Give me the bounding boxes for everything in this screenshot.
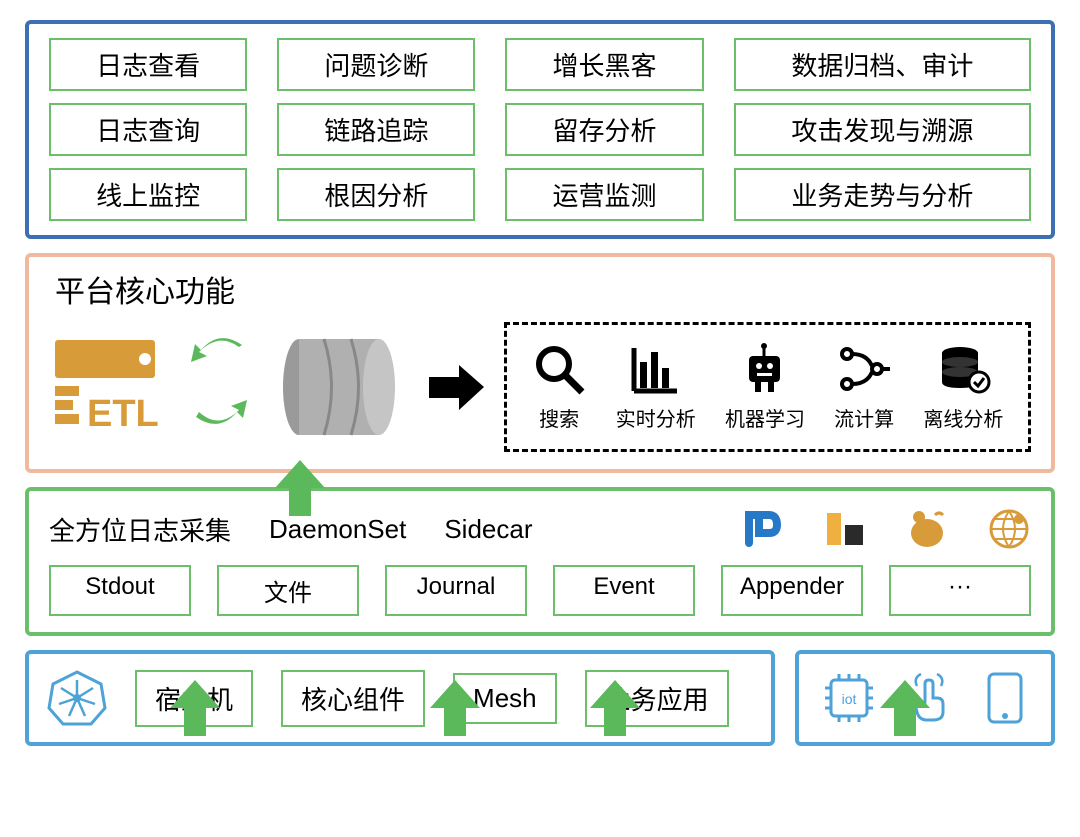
tool-icon-2: [823, 507, 867, 551]
kubernetes-icon: [47, 668, 107, 728]
tool-icon-4: [987, 507, 1031, 551]
app-box: 业务走势与分析: [734, 168, 1031, 221]
mobile-icon: [983, 670, 1027, 726]
capability-realtime: 实时分析: [616, 342, 696, 432]
up-arrow-icon: [170, 680, 220, 736]
collection-boxes: Stdout 文件 Journal Event Appender ···: [49, 565, 1031, 616]
collect-box: Event: [553, 565, 695, 616]
capability-ml: 机器学习: [725, 342, 805, 432]
k8s-sources: 宿主机 核心组件 Mesh 业务应用: [25, 650, 775, 746]
collect-box: ···: [889, 565, 1031, 616]
collection-title: 全方位日志采集: [49, 511, 231, 548]
collection-layer: 全方位日志采集 DaemonSet Sidecar Stdout 文件 Jour…: [25, 487, 1055, 636]
platform-layer: 平台核心功能 ETL: [25, 253, 1055, 473]
svg-text:iot: iot: [842, 691, 857, 707]
capability-label: 搜索: [539, 403, 579, 432]
applications-layer: 日志查看 问题诊断 增长黑客 数据归档、审计 日志查询 链路追踪 留存分析 攻击…: [25, 20, 1055, 239]
mode-label: Sidecar: [444, 514, 532, 545]
up-arrow-icon: [880, 680, 930, 736]
app-box: 运营监测: [505, 168, 703, 221]
app-box: 线上监控: [49, 168, 247, 221]
capability-search: 搜索: [532, 342, 587, 432]
capability-label: 流计算: [834, 403, 894, 432]
app-box: 问题诊断: [277, 38, 475, 91]
collect-box: Journal: [385, 565, 527, 616]
cycle-arrows-icon: [189, 332, 249, 442]
collection-header: 全方位日志采集 DaemonSet Sidecar: [49, 507, 1031, 551]
iot-icon: iot: [823, 672, 875, 724]
capability-stream: 流计算: [834, 342, 894, 432]
up-arrow-icon: [590, 680, 640, 736]
platform-row: ETL: [49, 317, 1031, 457]
svg-text:ETL: ETL: [87, 393, 159, 435]
mode-label: DaemonSet: [269, 514, 406, 545]
collect-box: 文件: [217, 565, 359, 616]
collect-box: Appender: [721, 565, 863, 616]
app-box: 根因分析: [277, 168, 475, 221]
app-box: 日志查询: [49, 103, 247, 156]
tool-icon-1: [741, 507, 785, 551]
database-icon: [269, 332, 409, 442]
tool-icon-3: [905, 507, 949, 551]
app-box: 链路追踪: [277, 103, 475, 156]
capabilities-box: 搜索 实时分析 机器学习 流计算 离线分析: [504, 322, 1031, 452]
app-box: 留存分析: [505, 103, 703, 156]
collect-box: Stdout: [49, 565, 191, 616]
source-box: 核心组件: [281, 670, 425, 727]
app-box: 数据归档、审计: [734, 38, 1031, 91]
app-box: 攻击发现与溯源: [734, 103, 1031, 156]
app-box: 日志查看: [49, 38, 247, 91]
capability-offline: 离线分析: [923, 342, 1003, 432]
etl-icon: ETL: [49, 332, 169, 442]
up-arrow-icon: [275, 460, 325, 516]
capability-label: 离线分析: [923, 403, 1003, 432]
capability-label: 机器学习: [725, 403, 805, 432]
capability-label: 实时分析: [616, 403, 696, 432]
app-box: 增长黑客: [505, 38, 703, 91]
arrow-right-icon: [429, 365, 484, 410]
up-arrow-icon: [430, 680, 480, 736]
platform-title: 平台核心功能: [55, 267, 1031, 311]
